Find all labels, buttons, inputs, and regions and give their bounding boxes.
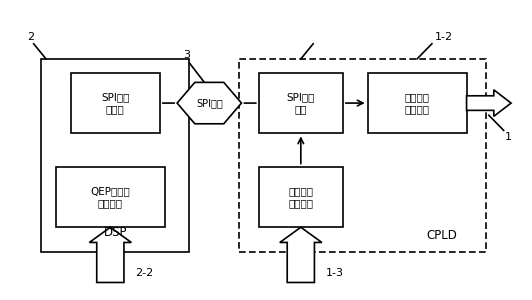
Text: 正交脉冲
分频模块: 正交脉冲 分频模块: [405, 92, 429, 114]
Text: 1-3: 1-3: [326, 268, 344, 278]
Text: 位置脉冲
计数模块: 位置脉冲 计数模块: [288, 186, 313, 208]
Text: DSP: DSP: [104, 226, 127, 239]
Bar: [71, 73, 160, 134]
Polygon shape: [177, 82, 242, 124]
Text: 3: 3: [184, 50, 190, 60]
Bar: [259, 167, 343, 227]
Text: 1-2: 1-2: [435, 32, 453, 42]
Text: QEP正交编
码输入口: QEP正交编 码输入口: [90, 186, 130, 208]
Text: SPI总线
模块: SPI总线 模块: [287, 92, 315, 114]
Text: 2-2: 2-2: [135, 268, 153, 278]
Text: 1: 1: [505, 132, 512, 142]
Bar: [56, 167, 165, 227]
Polygon shape: [89, 227, 131, 283]
Bar: [239, 59, 486, 252]
Text: CPLD: CPLD: [426, 229, 458, 242]
Polygon shape: [467, 90, 511, 116]
Text: SPI串行
输出口: SPI串行 输出口: [101, 92, 129, 114]
Bar: [259, 73, 343, 134]
Text: 2: 2: [28, 32, 35, 42]
Polygon shape: [280, 227, 322, 283]
Bar: [41, 59, 189, 252]
Bar: [368, 73, 467, 134]
Text: SPI总线: SPI总线: [196, 98, 223, 108]
